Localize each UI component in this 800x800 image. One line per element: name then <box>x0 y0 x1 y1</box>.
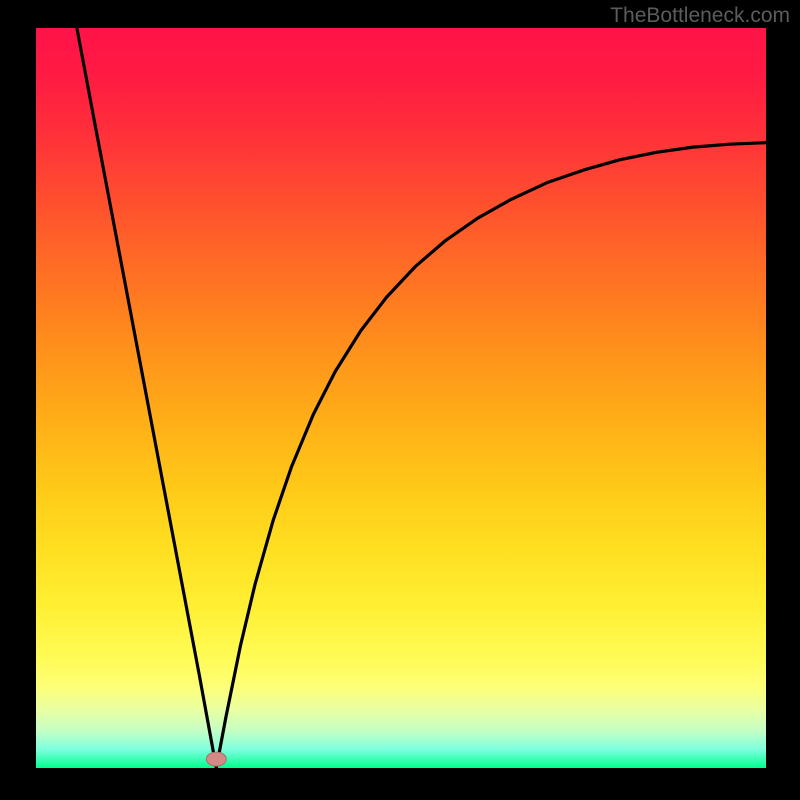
chart-svg <box>0 0 800 800</box>
bottleneck-chart: TheBottleneck.com <box>0 0 800 800</box>
optimal-point-marker <box>206 752 226 766</box>
